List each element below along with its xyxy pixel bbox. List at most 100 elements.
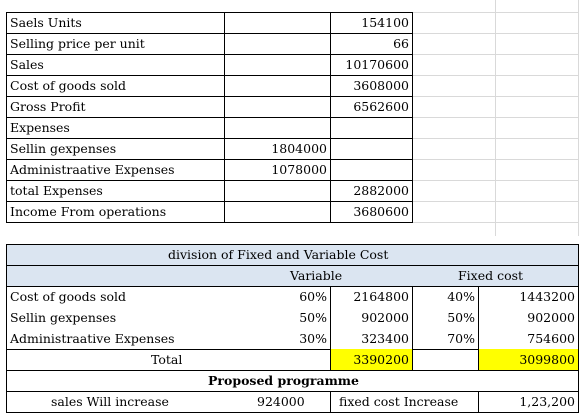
fixed-cost-increase-value[interactable]: 1,23,200 bbox=[519, 394, 575, 409]
table-row: Cost of goods sold 60% 2164800 40% 14432… bbox=[0, 286, 579, 307]
division-left-border bbox=[6, 244, 7, 413]
value-cell[interactable]: 3608000 bbox=[353, 78, 409, 93]
table-top-border bbox=[6, 12, 412, 13]
grid-line bbox=[413, 96, 579, 97]
row-label[interactable]: total Expenses bbox=[10, 183, 103, 198]
value-cell[interactable]: 1804000 bbox=[271, 141, 327, 156]
row-separator bbox=[6, 265, 579, 266]
variable-percent-cell[interactable]: 30% bbox=[299, 331, 327, 346]
grid-line bbox=[413, 12, 579, 13]
column-border bbox=[330, 286, 331, 370]
value-cell[interactable] bbox=[331, 117, 412, 138]
row-label[interactable]: Income From operations bbox=[10, 204, 167, 219]
variable-amount-cell[interactable]: 2164800 bbox=[353, 289, 409, 304]
fixed-percent-cell[interactable]: 40% bbox=[447, 289, 475, 304]
value-cell[interactable] bbox=[225, 180, 330, 201]
row-label[interactable]: Selling price per unit bbox=[10, 36, 145, 51]
table-row: Selling price per unit 66 bbox=[0, 33, 579, 54]
grid-line bbox=[413, 33, 579, 34]
total-fixed-cell[interactable]: 3099800 bbox=[479, 349, 578, 370]
column-border bbox=[478, 391, 479, 412]
proposed-programme-title[interactable]: Proposed programme bbox=[208, 373, 359, 388]
grid-line bbox=[413, 159, 579, 160]
value-cell[interactable] bbox=[225, 12, 330, 33]
variable-percent-cell[interactable]: 60% bbox=[299, 289, 327, 304]
row-separator bbox=[6, 54, 412, 55]
row-label[interactable]: Gross Profit bbox=[10, 99, 86, 114]
proposed-row: sales Will increase 924000 fixed cost In… bbox=[0, 391, 579, 412]
row-label[interactable]: Administraative Expenses bbox=[10, 331, 175, 346]
table-bottom-border bbox=[6, 222, 412, 223]
total-row: Total 3390200 3099800 bbox=[0, 349, 579, 370]
table-row: total Expenses 2882000 bbox=[0, 180, 579, 201]
table-row: Administraative Expenses 1078000 bbox=[0, 159, 579, 180]
division-bottom-border bbox=[6, 412, 579, 413]
value-cell[interactable]: 1078000 bbox=[271, 162, 327, 177]
value-cell[interactable] bbox=[225, 117, 330, 138]
table-row: Saels Units 154100 bbox=[0, 12, 579, 33]
table-row: Administraative Expenses 30% 323400 70% … bbox=[0, 328, 579, 349]
grid-line bbox=[413, 117, 579, 118]
table-right-border bbox=[412, 12, 413, 223]
table-row: Income From operations 3680600 bbox=[0, 201, 579, 222]
row-separator bbox=[6, 180, 412, 181]
fixed-amount-cell[interactable]: 754600 bbox=[527, 331, 575, 346]
variable-percent-cell[interactable]: 50% bbox=[299, 310, 327, 325]
grid-line bbox=[413, 201, 579, 202]
variable-header[interactable]: Variable bbox=[290, 268, 343, 283]
grid-line bbox=[413, 138, 579, 139]
sales-increase-value[interactable]: 924000 bbox=[257, 394, 305, 409]
value-cell[interactable]: 3680600 bbox=[353, 204, 409, 219]
fixed-percent-cell[interactable]: 50% bbox=[447, 310, 475, 325]
row-label[interactable]: Cost of goods sold bbox=[10, 78, 127, 93]
fixed-percent-cell[interactable]: 70% bbox=[447, 331, 475, 346]
value-cell[interactable] bbox=[225, 201, 330, 222]
grid-line bbox=[413, 54, 579, 55]
table-row: Sellin gexpenses 50% 902000 50% 902000 bbox=[0, 307, 579, 328]
row-label[interactable]: Sellin gexpenses bbox=[10, 141, 117, 156]
row-separator bbox=[6, 138, 412, 139]
grid-line bbox=[413, 75, 579, 76]
total-label[interactable]: Total bbox=[151, 352, 183, 367]
row-label[interactable]: Sales bbox=[10, 57, 44, 72]
sales-increase-label[interactable]: sales Will increase bbox=[51, 394, 169, 409]
proposed-title-row: Proposed programme bbox=[0, 370, 579, 391]
division-title-row: division of Fixed and Variable Cost bbox=[0, 244, 579, 265]
row-label[interactable]: Expenses bbox=[10, 120, 70, 135]
row-separator bbox=[6, 201, 412, 202]
total-variable-cell[interactable]: 3390200 bbox=[331, 349, 412, 370]
value-cell[interactable] bbox=[225, 54, 330, 75]
row-label[interactable]: Saels Units bbox=[10, 15, 82, 30]
value-cell[interactable] bbox=[225, 33, 330, 54]
grid-line bbox=[413, 222, 579, 223]
row-separator bbox=[6, 96, 412, 97]
variable-amount-cell[interactable]: 902000 bbox=[361, 310, 409, 325]
fixed-amount-cell[interactable]: 902000 bbox=[527, 310, 575, 325]
fixed-cost-increase-label[interactable]: fixed cost Increase bbox=[339, 394, 459, 409]
value-cell[interactable] bbox=[225, 96, 330, 117]
column-border bbox=[412, 286, 413, 370]
value-cell[interactable]: 66 bbox=[393, 36, 409, 51]
grid-line bbox=[495, 0, 496, 236]
table-row: Expenses bbox=[0, 117, 579, 138]
value-cell[interactable]: 154100 bbox=[361, 15, 409, 30]
value-cell[interactable] bbox=[331, 159, 412, 180]
row-separator bbox=[6, 159, 412, 160]
row-label[interactable]: Sellin gexpenses bbox=[10, 310, 117, 325]
value-cell[interactable] bbox=[331, 138, 412, 159]
table-row: Cost of goods sold 3608000 bbox=[0, 75, 579, 96]
value-cell[interactable]: 10170600 bbox=[345, 57, 409, 72]
value-cell[interactable]: 6562600 bbox=[353, 99, 409, 114]
division-title[interactable]: division of Fixed and Variable Cost bbox=[168, 247, 389, 262]
variable-amount-cell[interactable]: 323400 bbox=[361, 331, 409, 346]
value-cell[interactable]: 2882000 bbox=[353, 183, 409, 198]
column-border bbox=[478, 286, 479, 370]
table-row: Gross Profit 6562600 bbox=[0, 96, 579, 117]
division-header-row: Variable Fixed cost bbox=[0, 265, 579, 286]
row-separator bbox=[6, 33, 412, 34]
row-label[interactable]: Cost of goods sold bbox=[10, 289, 127, 304]
value-cell[interactable] bbox=[225, 75, 330, 96]
fixed-cost-header[interactable]: Fixed cost bbox=[458, 268, 524, 283]
row-label[interactable]: Administraative Expenses bbox=[10, 162, 175, 177]
fixed-amount-cell[interactable]: 1443200 bbox=[519, 289, 575, 304]
